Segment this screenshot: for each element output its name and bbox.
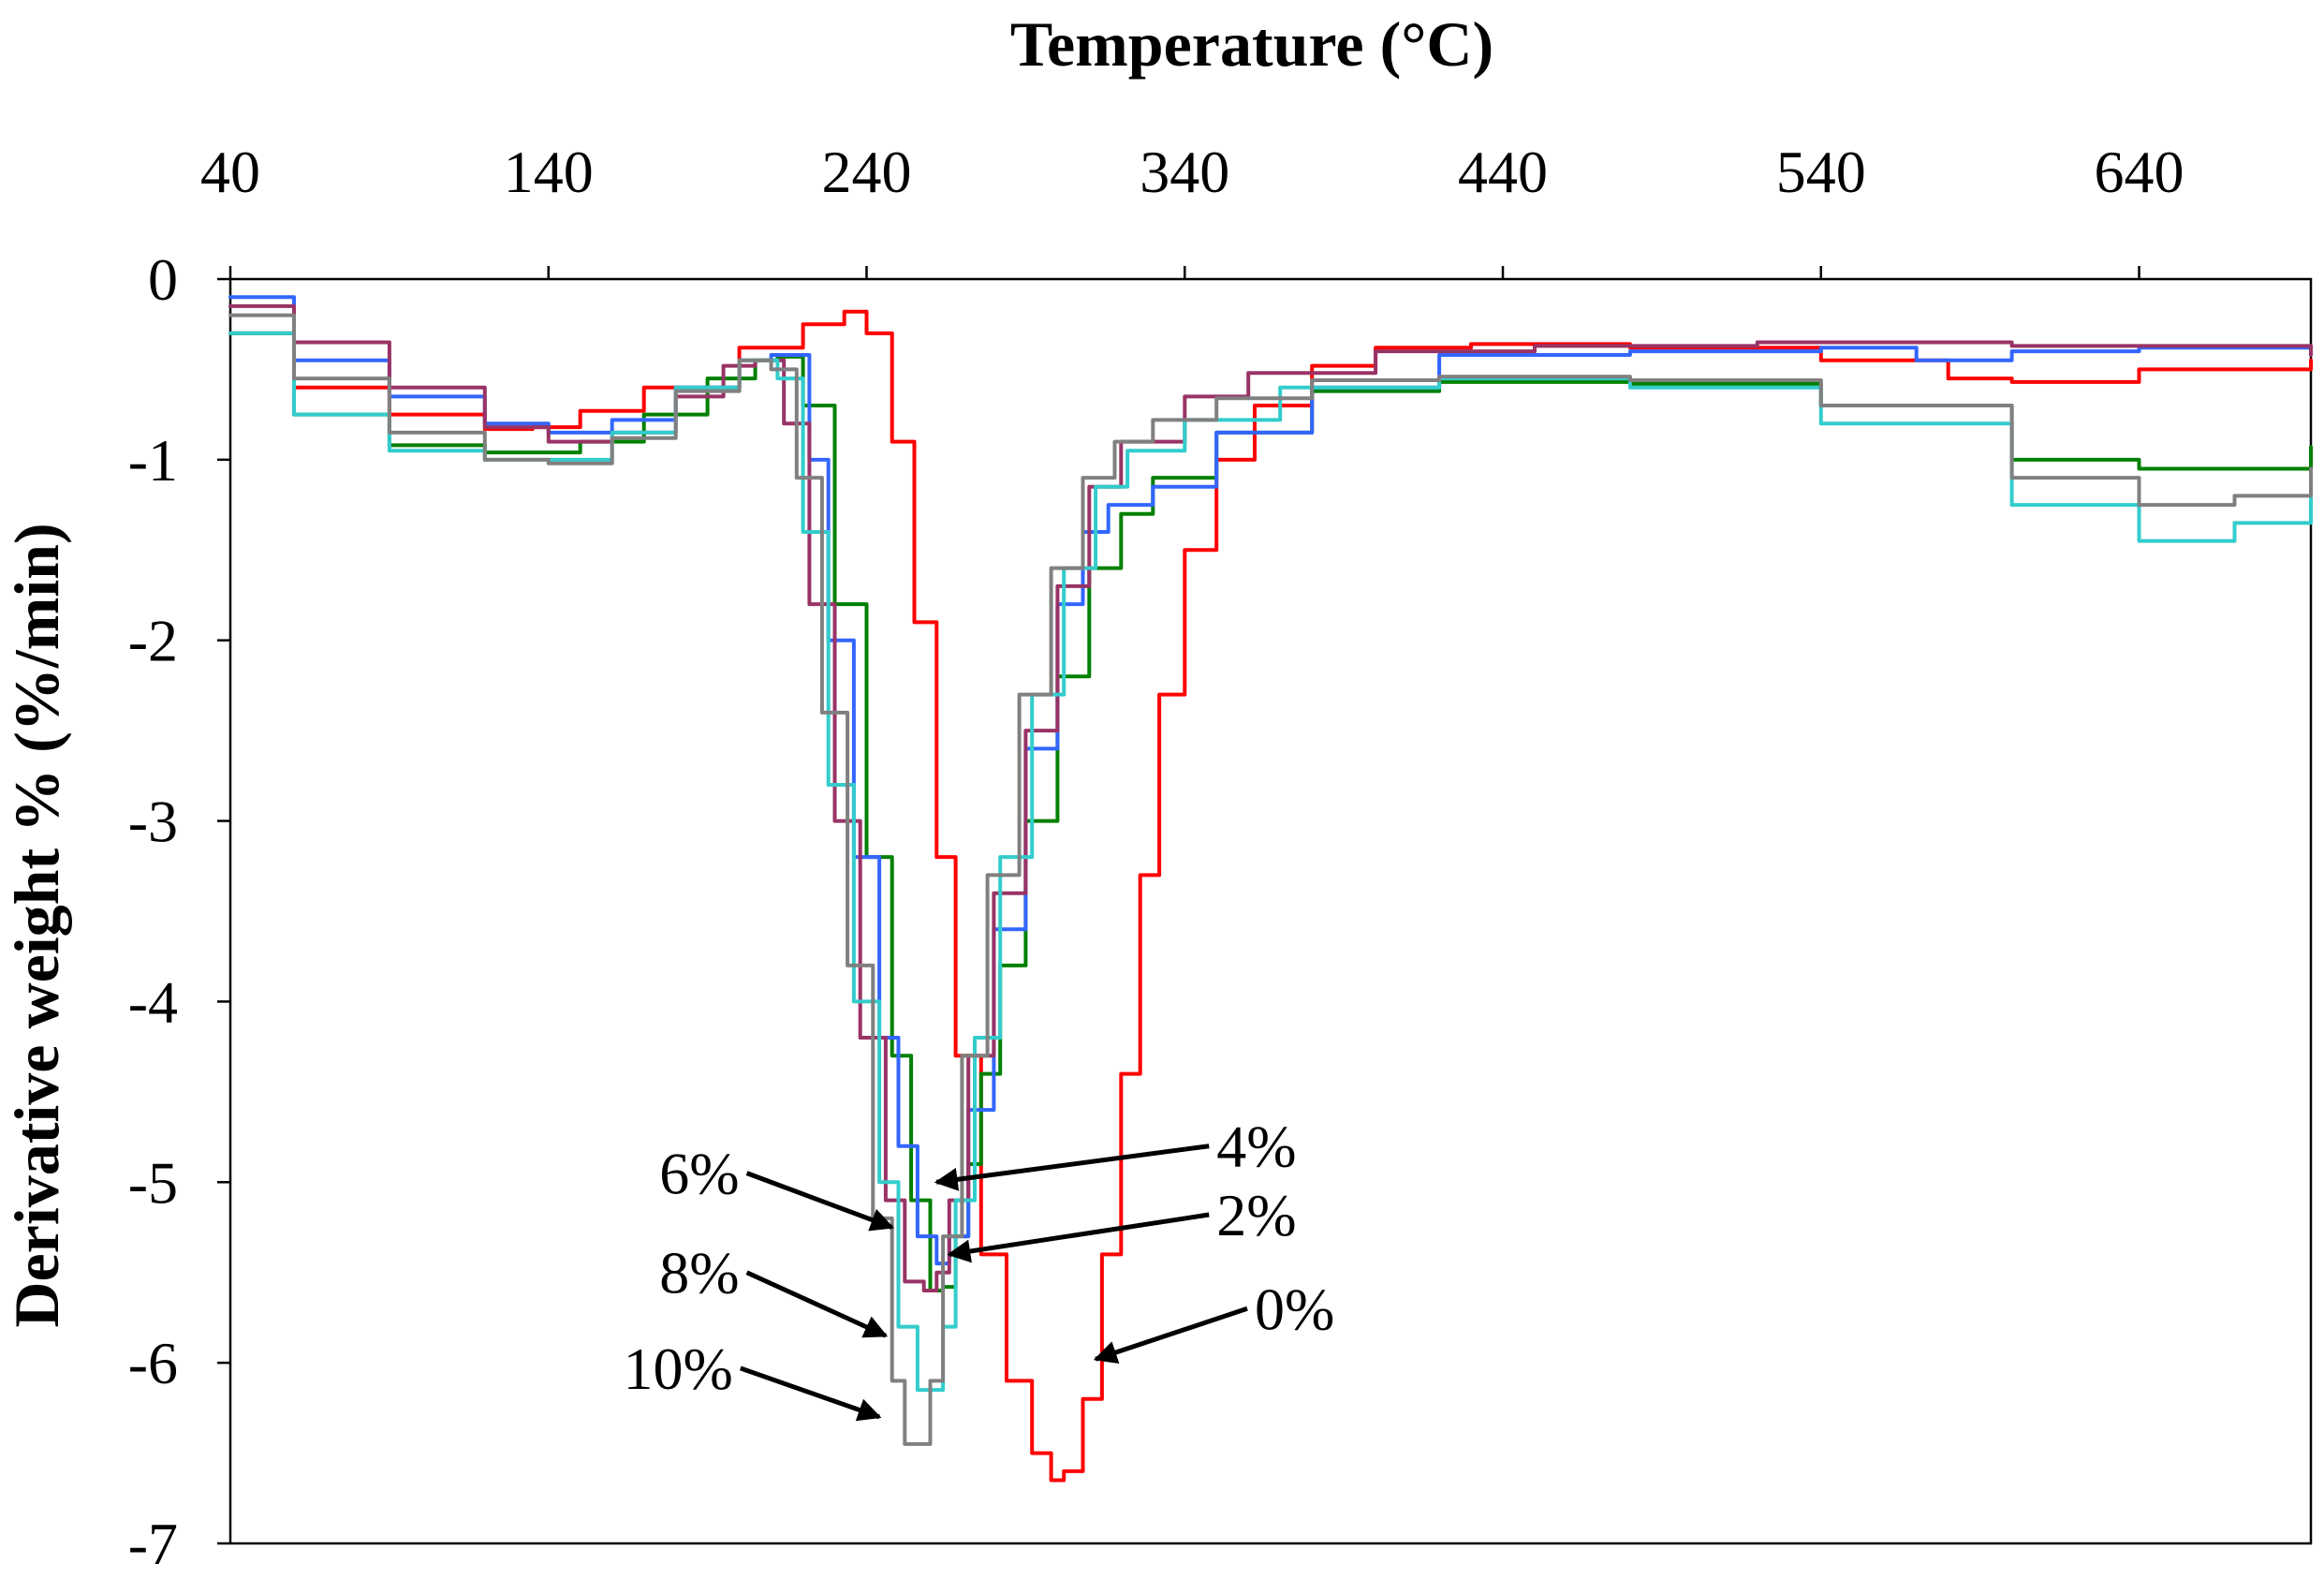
annotation-label: 6%	[659, 1141, 739, 1207]
y-tick-label: -3	[128, 789, 178, 855]
annotation-arrow	[745, 1171, 895, 1232]
y-tick-label: -7	[128, 1511, 178, 1577]
annotation-label: 10%	[624, 1336, 733, 1402]
y-axis-title: Derivative weight % (%/min)	[1, 523, 72, 1327]
annotation-arrow	[1093, 1306, 1248, 1365]
annotation-label: 8%	[659, 1240, 739, 1306]
y-tick-label: -1	[128, 427, 178, 494]
y-tick-label: -6	[128, 1330, 178, 1396]
annotation-arrow	[739, 1365, 882, 1422]
x-tick-label: 640	[2095, 139, 2184, 205]
series-layer	[228, 295, 2313, 1483]
annotation-label: 0%	[1255, 1276, 1334, 1342]
y-tick-label: 0	[148, 246, 178, 313]
annotation-label: 4%	[1216, 1114, 1296, 1180]
y-tick-label: -5	[128, 1149, 178, 1216]
annotation-layer: 4% 6% 2% 8% 0% 10%	[624, 1114, 1334, 1422]
annotation-arrow	[745, 1270, 889, 1338]
x-axis-title: Temperature (°C)	[1010, 8, 1493, 80]
plot-frame	[228, 277, 2313, 1545]
x-tick-label: 140	[504, 139, 594, 205]
x-tick-label: 340	[1140, 139, 1229, 205]
x-tick-label: 440	[1458, 139, 1548, 205]
y-tick-label: -2	[128, 608, 178, 674]
axes-layer: 40 140 240 340 440 540 640 0 -1 -2 -3 -4 -5 -6 -7 Tempe…	[1, 8, 2313, 1577]
annotation-arrow	[947, 1212, 1210, 1263]
series-line-0pct	[228, 309, 2313, 1483]
annotation-arrow	[934, 1144, 1210, 1191]
x-tick-label: 240	[822, 139, 912, 205]
annotation-label: 2%	[1216, 1182, 1296, 1248]
x-tick-label: 540	[1776, 139, 1866, 205]
series-line-10pct	[228, 313, 2313, 1446]
y-tick-label: -4	[128, 968, 178, 1035]
x-tick-label: 40	[200, 139, 260, 205]
